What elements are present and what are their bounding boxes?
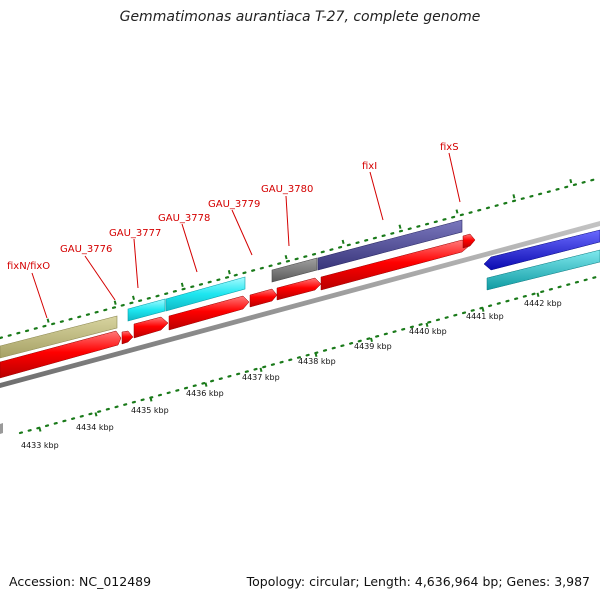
gene-label-fixS[interactable]: fixS: [440, 142, 459, 153]
gene-labels: fixN/fixO GAU_3776 GAU_3777 GAU_3778 GAU…: [7, 142, 459, 272]
gene-label-fixI[interactable]: fixI: [362, 161, 377, 172]
gene-blue-reverse[interactable]: [483, 229, 600, 271]
cds-arrow-1[interactable]: [0, 330, 122, 379]
genome-title: Gemmatimonas aurantiaca T-27, complete g…: [119, 9, 481, 25]
gene-label-gau-3778[interactable]: GAU_3778: [158, 213, 210, 224]
gene-cyan-small[interactable]: [127, 298, 166, 322]
kbp-label: 4440 kbp: [409, 327, 447, 336]
genome-stats-text: Topology: circular; Length: 4,636,964 bp…: [246, 574, 590, 589]
reverse-strand-track: [0, 229, 600, 434]
kbp-label: 4434 kbp: [76, 423, 114, 432]
kbp-label: 4435 kbp: [131, 406, 169, 415]
genome-backbone: [0, 221, 600, 388]
gene-label-gau-3776[interactable]: GAU_3776: [60, 244, 112, 255]
cds-track: [0, 233, 476, 379]
cds-arrow-4[interactable]: [168, 295, 250, 331]
gene-fixN-fixO[interactable]: [0, 315, 118, 359]
kbp-label: 4442 kbp: [524, 299, 562, 308]
cds-arrow-7[interactable]: [320, 239, 470, 291]
inner-tick-ring: [18, 274, 600, 435]
accession-text: Accession: NC_012489: [9, 574, 152, 589]
outer-major-ticks: [46, 178, 573, 323]
cds-arrow-3[interactable]: [133, 316, 169, 339]
kbp-label: 4439 kbp: [354, 342, 392, 351]
kbp-label: 4436 kbp: [186, 389, 224, 398]
inner-major-ticks: [38, 292, 540, 432]
kbp-label: 4441 kbp: [466, 312, 504, 321]
kbp-label: 4438 kbp: [298, 357, 336, 366]
cds-arrow-2[interactable]: [121, 330, 134, 345]
cds-arrow-8[interactable]: [462, 233, 476, 249]
gene-gray-reverse[interactable]: [0, 423, 3, 434]
gene-gray[interactable]: [271, 257, 318, 283]
gene-label-gau-3779[interactable]: GAU_3779: [208, 199, 260, 210]
gene-label-gau-3780[interactable]: GAU_3780: [261, 184, 313, 195]
gene-leader-lines: [31, 152, 461, 319]
cds-arrow-5[interactable]: [249, 288, 278, 308]
gene-label-gau-3777[interactable]: GAU_3777: [109, 228, 161, 239]
gene-label-fixN-fixO[interactable]: fixN/fixO: [7, 261, 50, 272]
kbp-label: 4433 kbp: [21, 441, 59, 450]
gene-teal-reverse[interactable]: [486, 249, 600, 291]
cds-arrow-6[interactable]: [276, 277, 322, 301]
kbp-label: 4437 kbp: [242, 373, 280, 382]
upper-feature-track: [0, 219, 463, 359]
gene-cyan-large[interactable]: [165, 276, 246, 312]
kbp-scale-labels: 4433 kbp 4434 kbp 4435 kbp 4436 kbp 4437…: [21, 299, 562, 450]
gene-fixI-navy[interactable]: [317, 219, 463, 271]
